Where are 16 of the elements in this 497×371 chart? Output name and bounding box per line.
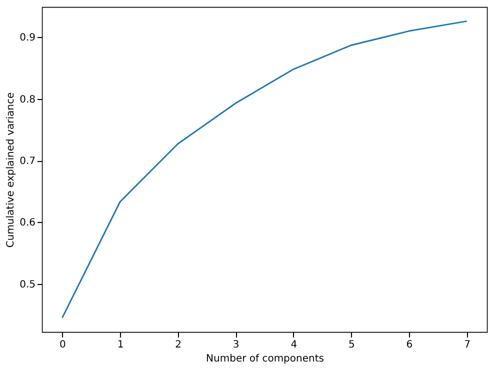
x-tick-label: 3: [232, 340, 240, 350]
line-series: [61, 20, 468, 319]
x-tick-label: 4: [290, 340, 298, 350]
y-tick-label: 0.7: [20, 156, 36, 168]
x-tick-label: 2: [175, 340, 182, 350]
x-tick-label: 0: [60, 340, 66, 350]
x-tick-label: 5: [348, 340, 355, 350]
x-axis-title: Number of components: [206, 354, 324, 364]
x-tick-label: 7: [464, 340, 470, 350]
y-tick-label: 0.5: [20, 279, 36, 290]
y-tick-label: 0.6: [20, 218, 36, 229]
y-tick-label: 0.9: [20, 32, 36, 44]
x-tick-label: 1: [117, 340, 124, 350]
y-axis-title: Cumulative explained variance: [6, 92, 17, 248]
x-tick-label: 6: [406, 340, 413, 350]
y-tick-label: 0.8: [20, 94, 36, 106]
